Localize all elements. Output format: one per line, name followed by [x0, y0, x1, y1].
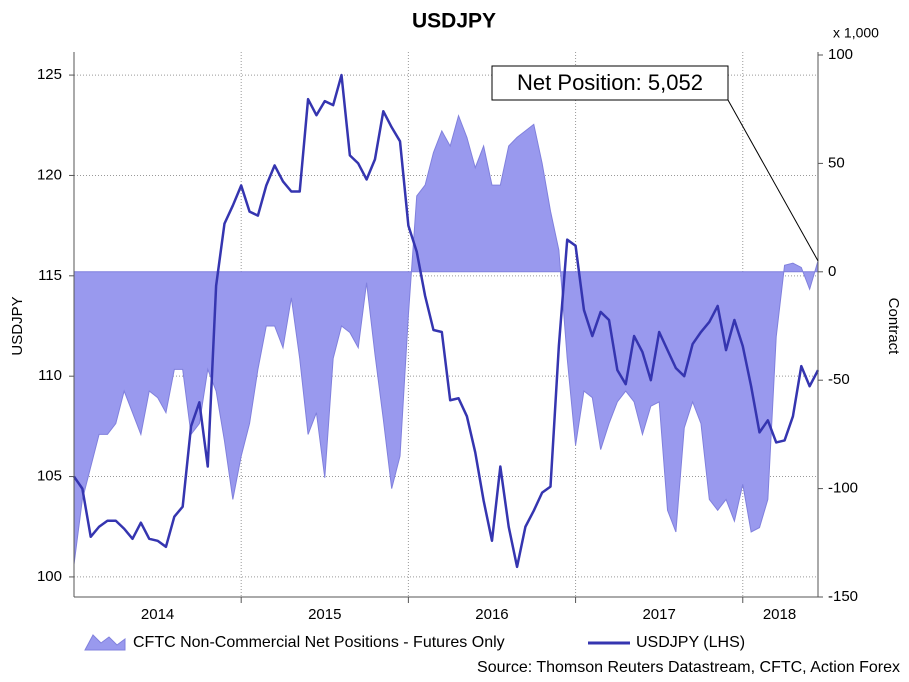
y2-tick-label: 0 [828, 263, 836, 280]
y2-tick-label: 50 [828, 154, 845, 171]
y2-tick-label: -100 [828, 480, 858, 497]
x-tick-label: 2018 [763, 606, 796, 623]
y-tick-label: 115 [38, 267, 62, 284]
y-tick-label: 125 [37, 66, 62, 83]
legend-label: CFTC Non-Commercial Net Positions - Futu… [133, 634, 505, 651]
annotation-box [491, 65, 729, 101]
y-tick-label: 105 [37, 468, 62, 485]
x-tick-label: 2014 [141, 606, 174, 623]
annotation-leader [727, 99, 819, 262]
y-tick-label: 110 [38, 367, 62, 384]
legend-label: USDJPY (LHS) [636, 634, 745, 651]
line [72, 73, 820, 569]
x-tick-label: 2016 [475, 606, 508, 623]
y2-axis-label: Contract [885, 298, 902, 356]
x-tick-label: 2015 [308, 606, 341, 623]
y-tick-label: 120 [37, 166, 62, 183]
y-axis-label: USDJPY [9, 296, 26, 355]
y2-tick-label: -150 [828, 588, 858, 605]
y2-tick-label: 100 [828, 46, 853, 63]
y2-tick-label: -50 [828, 371, 850, 388]
annotation: Net Position: 5,052 [517, 70, 703, 95]
legend-swatch [84, 634, 126, 651]
chart-title: USDJPY [412, 10, 496, 33]
x-tick-label: 2017 [642, 606, 675, 623]
y-tick-label: 100 [37, 568, 62, 585]
y2-unit: x 1,000 [833, 25, 879, 41]
source: Source: Thomson Reuters Datastream, CFTC… [477, 659, 900, 676]
area [73, 114, 819, 565]
